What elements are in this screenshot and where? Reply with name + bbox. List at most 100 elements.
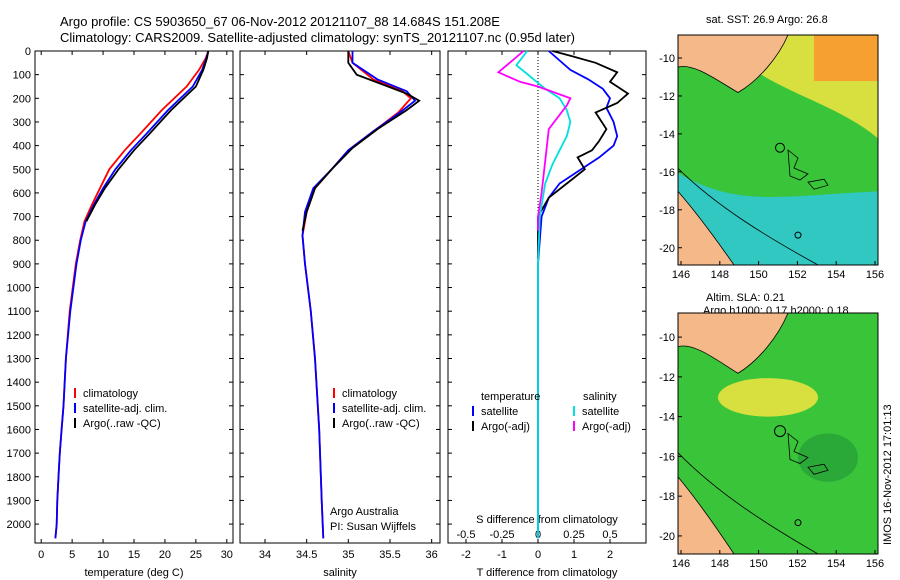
legend-label: Argo(..raw -QC)	[342, 418, 420, 430]
legend-label: Argo(-adj)	[582, 421, 631, 433]
x-tick-label: 36	[426, 549, 438, 561]
x-tick-label: 2	[607, 549, 613, 561]
lon-tick-label: 148	[711, 269, 729, 281]
y-tick-label: 1400	[7, 377, 31, 389]
panel-difference: -2 -1 0 1 2 T difference from climatology -0.5…	[447, 50, 647, 579]
x-tick-label: 25	[190, 549, 202, 561]
y-tick-label: 0	[25, 46, 31, 58]
y-tick-label: 1000	[7, 283, 31, 295]
cool-water-patch	[678, 173, 878, 265]
legend-label: satellite	[582, 406, 619, 418]
x-tick-label: 35.5	[379, 549, 400, 561]
legend-title-temperature: temperature	[481, 391, 540, 403]
lat-tick-label: -14	[659, 412, 675, 424]
legend-title-salinity: salinity	[583, 391, 617, 403]
bathymetry-contour	[678, 452, 819, 554]
lat-tick-label: -10	[659, 53, 675, 65]
y-tick-label: 1600	[7, 424, 31, 436]
legend-label: climatology	[83, 388, 139, 400]
bathymetry-contour	[678, 168, 819, 265]
x-tick-label: 34.5	[296, 549, 317, 561]
x-tick-label: 5	[69, 549, 75, 561]
legend-label: satellite	[481, 406, 518, 418]
sla-low-patch	[798, 433, 858, 482]
y-tick-label: 200	[13, 93, 31, 105]
x-tick-label: 0	[38, 549, 44, 561]
lon-tick-label: 154	[827, 269, 845, 281]
plot-frame	[34, 50, 234, 544]
x-tick-label: -1	[497, 549, 507, 561]
map-content	[678, 313, 878, 554]
x-tick-label: 30	[221, 549, 233, 561]
lat-tick-label: -12	[659, 372, 675, 384]
land-north	[678, 313, 789, 374]
reef-outline	[787, 149, 809, 181]
lat-tick-label: -16	[659, 451, 675, 463]
lon-tick-label: 152	[788, 269, 806, 281]
legend-label: Argo(..raw -QC)	[83, 418, 161, 430]
s-diff-tick-label: 0.25	[563, 529, 584, 541]
reef-outline	[807, 463, 829, 475]
series-line	[54, 50, 210, 539]
y-tick-label: 500	[13, 164, 31, 176]
island-marker	[794, 231, 802, 239]
panel-salinity: 34 34.5 35 35.5 36 salinity climatology satelli…	[239, 50, 441, 579]
panel-temperature: 0100200300400500600700800900100011001200…	[7, 46, 234, 579]
sst-map-title: sat. SST: 26.9 Argo: 26.8	[706, 14, 828, 26]
legend-label: climatology	[342, 388, 398, 400]
y-tick-label: 800	[13, 235, 31, 247]
x-axis-label: salinity	[323, 567, 357, 579]
annotation-line1: Argo Australia	[330, 506, 399, 518]
series-line	[515, 50, 572, 539]
x-tick-label: 15	[128, 549, 140, 561]
lon-tick-label: 150	[749, 558, 767, 570]
y-tick-label: 700	[13, 212, 31, 224]
y-tick-label: 2000	[7, 519, 31, 531]
plot-frame	[447, 50, 647, 544]
series-line	[301, 51, 421, 231]
lat-tick-label: -12	[659, 91, 675, 103]
lon-tick-label: 148	[711, 558, 729, 570]
figure-title-line2: Climatology: CARS2009. Satellite-adjuste…	[60, 30, 575, 45]
lon-tick-label: 146	[672, 269, 690, 281]
annotation-line2: PI: Susan Wijffels	[330, 521, 416, 533]
x-tick-label: -2	[461, 549, 471, 561]
plot-frame	[239, 50, 441, 544]
x-axis-label: temperature (deg C)	[84, 567, 183, 579]
lon-tick-label: 150	[749, 269, 767, 281]
series-line	[54, 50, 210, 539]
y-tick-label: 900	[13, 259, 31, 271]
lat-tick-label: -20	[659, 531, 675, 543]
sla-map-title: Altim. SLA: 0.21	[706, 292, 785, 304]
y-tick-label: 1900	[7, 495, 31, 507]
series-line	[301, 51, 417, 539]
s-diff-tick-label: -0.5	[457, 529, 476, 541]
lat-tick-label: -18	[659, 491, 675, 503]
lat-tick-label: -10	[659, 332, 675, 344]
sla-high-patch	[718, 378, 818, 417]
y-tick-label: 1500	[7, 401, 31, 413]
x-tick-label: 35	[342, 549, 354, 561]
argo-location-marker	[774, 425, 786, 438]
x-tick-label: 34	[259, 549, 271, 561]
lon-tick-label: 154	[827, 558, 845, 570]
x-tick-label: 1	[571, 549, 577, 561]
x-tick-label: 20	[159, 549, 171, 561]
lon-tick-label: 156	[866, 558, 884, 570]
y-tick-label: 1800	[7, 472, 31, 484]
y-tick-label: 1300	[7, 354, 31, 366]
lat-tick-label: -16	[659, 167, 675, 179]
figure-title-line1: Argo profile: CS 5903650_67 06-Nov-2012 …	[60, 14, 500, 29]
sst-map: 146 148 150 152 154 156 -10 -12 -14 -16 -18 -20	[659, 34, 884, 281]
lon-tick-label: 146	[672, 558, 690, 570]
x-axis-label: T difference from climatology	[477, 567, 618, 579]
y-tick-label: 100	[13, 70, 31, 82]
lon-tick-label: 152	[788, 558, 806, 570]
map-content	[678, 35, 878, 265]
y-tick-label: 1100	[7, 306, 31, 318]
legend-label: Argo(-adj)	[481, 421, 530, 433]
hot-water-patch	[814, 35, 878, 81]
island-marker	[794, 519, 802, 527]
series-line	[537, 50, 630, 260]
